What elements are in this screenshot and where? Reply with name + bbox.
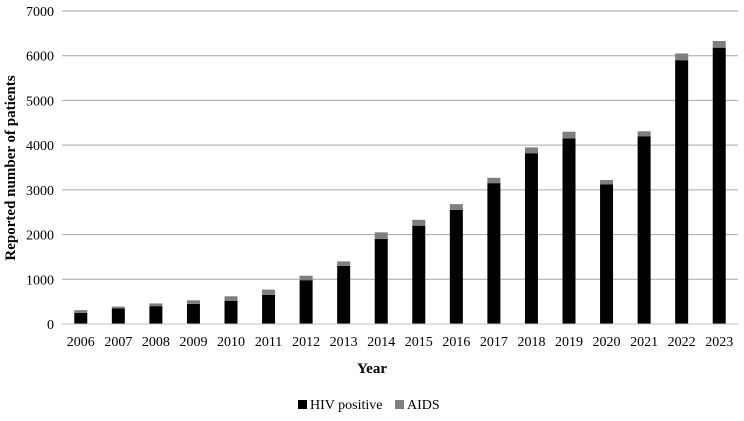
x-tick-label: 2020 xyxy=(593,335,621,350)
bar-hiv-positive-2018 xyxy=(524,153,538,324)
bar-aids-2011 xyxy=(262,289,276,295)
bar-hiv-positive-2016 xyxy=(449,209,463,324)
bar-hiv-positive-2023 xyxy=(712,47,726,325)
y-tick-labels: 0 1000 2000 3000 4000 5000 6000 7000 xyxy=(26,5,54,333)
x-tick-label: 2006 xyxy=(67,335,95,350)
legend: HIV positive AIDS xyxy=(298,398,440,413)
x-tick-label: 2022 xyxy=(668,335,696,350)
x-tick-label: 2017 xyxy=(480,335,508,350)
x-tick-label: 2009 xyxy=(179,335,207,350)
bar-aids-2015 xyxy=(412,219,426,226)
x-tick-label: 2013 xyxy=(330,335,358,350)
x-tick-label: 2014 xyxy=(367,335,395,350)
legend-swatch-hiv-positive xyxy=(298,400,307,409)
bar-hiv-positive-2020 xyxy=(600,184,614,324)
bar-aids-2019 xyxy=(562,131,576,139)
bar-aids-2022 xyxy=(675,53,689,61)
bar-aids-2021 xyxy=(637,131,651,137)
bar-hiv-positive-2014 xyxy=(374,239,388,324)
bar-aids-2016 xyxy=(449,204,463,210)
y-tick-label: 5000 xyxy=(26,94,54,109)
bar-aids-2017 xyxy=(487,177,501,184)
legend-label-hiv-positive: HIV positive xyxy=(310,398,382,413)
bar-aids-2020 xyxy=(600,180,614,185)
y-tick-label: 1000 xyxy=(26,273,54,288)
bar-hiv-positive-2022 xyxy=(675,60,689,324)
gridlines xyxy=(62,10,738,280)
y-tick-label: 4000 xyxy=(26,139,54,154)
bar-aids-2013 xyxy=(337,261,351,266)
legend-swatch-aids xyxy=(395,400,404,409)
bar-hiv-positive-2013 xyxy=(337,265,351,324)
x-tick-label: 2011 xyxy=(255,335,282,350)
bar-aids-2007 xyxy=(111,306,125,309)
x-axis-title: Year xyxy=(357,361,387,377)
bar-aids-2006 xyxy=(74,310,88,313)
bar-hiv-positive-2017 xyxy=(487,183,501,324)
bar-hiv-positive-2015 xyxy=(412,225,426,324)
x-tick-label: 2015 xyxy=(405,335,433,350)
x-tick-label: 2018 xyxy=(517,335,545,350)
bar-hiv-positive-2011 xyxy=(262,294,276,324)
bar-hiv-positive-2010 xyxy=(224,300,238,324)
bar-hiv-positive-2008 xyxy=(149,306,163,324)
bar-hiv-positive-2009 xyxy=(186,303,200,324)
x-tick-label: 2019 xyxy=(555,335,583,350)
x-tick-label: 2016 xyxy=(442,335,470,350)
y-axis-title: Reported number of patients xyxy=(3,75,19,260)
x-tick-label: 2008 xyxy=(142,335,170,350)
bar-hiv-positive-2019 xyxy=(562,138,576,324)
bar-hiv-positive-2012 xyxy=(299,280,313,324)
bar-aids-2008 xyxy=(149,303,163,307)
x-tick-label: 2007 xyxy=(104,335,132,350)
bar-aids-2018 xyxy=(524,147,538,154)
bar-aids-2023 xyxy=(712,40,726,48)
bar-aids-2014 xyxy=(374,232,388,240)
bars xyxy=(74,40,726,325)
bar-hiv-positive-2007 xyxy=(111,308,125,324)
bar-hiv-positive-2021 xyxy=(637,136,651,324)
y-tick-label: 2000 xyxy=(26,229,54,244)
y-tick-label: 3000 xyxy=(26,184,54,199)
y-tick-label: 0 xyxy=(47,318,54,333)
bar-aids-2010 xyxy=(224,296,238,301)
x-tick-labels: 2006 2007 2008 2009 2010 2011 2012 2013 2014 2015… xyxy=(67,335,733,350)
bar-hiv-positive-2006 xyxy=(74,312,88,324)
bar-aids-2012 xyxy=(299,275,313,281)
y-tick-label: 7000 xyxy=(26,5,54,20)
legend-label-aids: AIDS xyxy=(407,398,440,413)
bar-aids-2009 xyxy=(186,300,200,304)
y-tick-label: 6000 xyxy=(26,50,54,65)
x-tick-label: 2010 xyxy=(217,335,245,350)
x-tick-label: 2012 xyxy=(292,335,320,350)
x-tick-label: 2021 xyxy=(630,335,658,350)
x-tick-label: 2023 xyxy=(705,335,733,350)
